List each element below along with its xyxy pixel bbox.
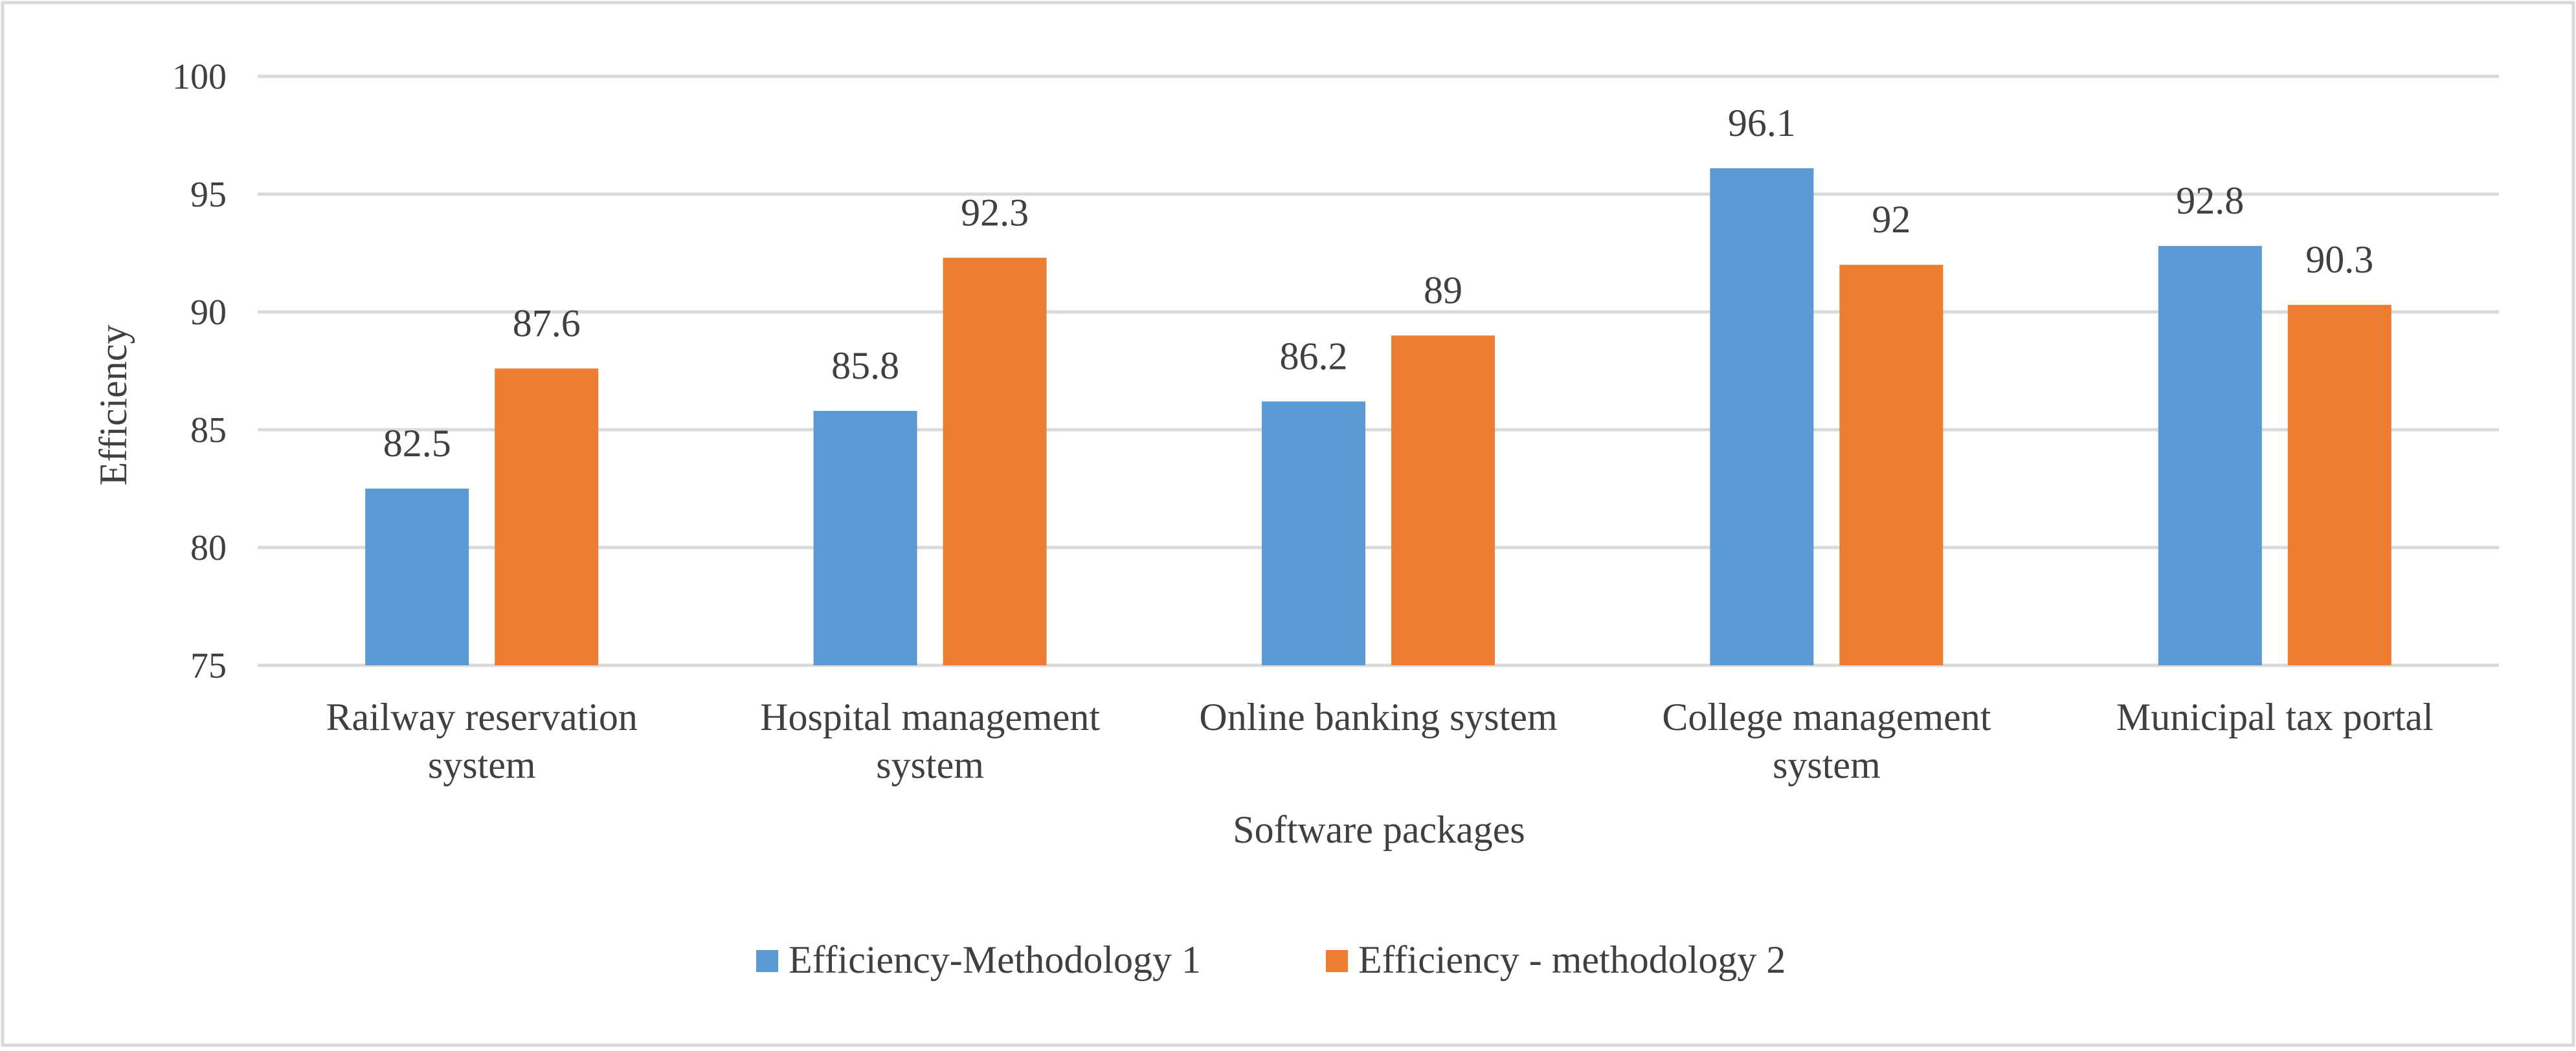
y-tick-label: 95 (190, 175, 227, 215)
data-label: 85.8 (831, 344, 899, 387)
category-label-line: Municipal tax portal (2116, 696, 2434, 738)
legend-label-1: Efficiency-Methodology 1 (789, 938, 1201, 981)
data-label: 90.3 (2305, 238, 2373, 281)
bar-series-1 (365, 489, 469, 665)
category-label: Railway reservation system (326, 696, 638, 786)
data-label: 86.2 (1280, 335, 1348, 377)
data-label: 92 (1872, 198, 1910, 241)
category-label: College management system (1662, 696, 1991, 786)
data-label: 87.6 (513, 302, 581, 344)
data-label: 89 (1424, 269, 1462, 311)
y-tick-label: 75 (190, 646, 227, 686)
legend: Efficiency-Methodology 1 Efficiency - met… (756, 938, 1786, 981)
y-tick-label: 90 (190, 293, 227, 333)
data-label: 92.8 (2176, 179, 2244, 222)
data-label: 96.1 (1728, 102, 1796, 144)
category-label-line: system (876, 744, 984, 786)
gridlines (258, 74, 2499, 667)
category-label: Hospital management system (760, 696, 1100, 786)
bar-series-2 (495, 368, 599, 665)
category-label-line: Online banking system (1199, 696, 1557, 738)
y-axis-ticks: 75 80 85 90 95 100 (172, 57, 227, 686)
data-label: 92.3 (961, 191, 1029, 234)
data-labels: 82.5 87.6 85.8 92.3 86.2 89 96.1 92 92.8 90.3 (383, 102, 2374, 465)
legend-label-2: Efficiency - methodology 2 (1358, 938, 1786, 981)
bars (365, 168, 2391, 666)
bar-series-1 (1710, 168, 1814, 666)
x-axis-title: Software packages (1233, 808, 1525, 851)
legend-swatch-1 (756, 950, 778, 972)
bar-series-1 (2158, 246, 2262, 666)
category-label: Municipal tax portal (2116, 696, 2434, 738)
y-tick-label: 100 (172, 57, 227, 97)
y-tick-label: 85 (190, 410, 227, 450)
category-label-line: Hospital management (760, 696, 1100, 738)
bar-series-1 (813, 410, 917, 665)
category-label-line: system (1773, 744, 1881, 786)
bar-series-2 (1839, 265, 1943, 665)
category-label-line: College management (1662, 696, 1991, 738)
data-label: 82.5 (383, 422, 451, 465)
y-axis-title: Efficiency (92, 325, 135, 486)
category-label: Online banking system (1199, 696, 1557, 738)
category-label-line: Railway reservation (326, 696, 638, 738)
bar-series-2 (2287, 305, 2391, 666)
y-tick-label: 80 (190, 528, 227, 568)
legend-swatch-2 (1326, 950, 1348, 972)
category-label-line: system (428, 744, 536, 786)
bar-series-2 (943, 258, 1047, 665)
bar-series-1 (1262, 401, 1365, 665)
bar-series-2 (1391, 335, 1495, 665)
